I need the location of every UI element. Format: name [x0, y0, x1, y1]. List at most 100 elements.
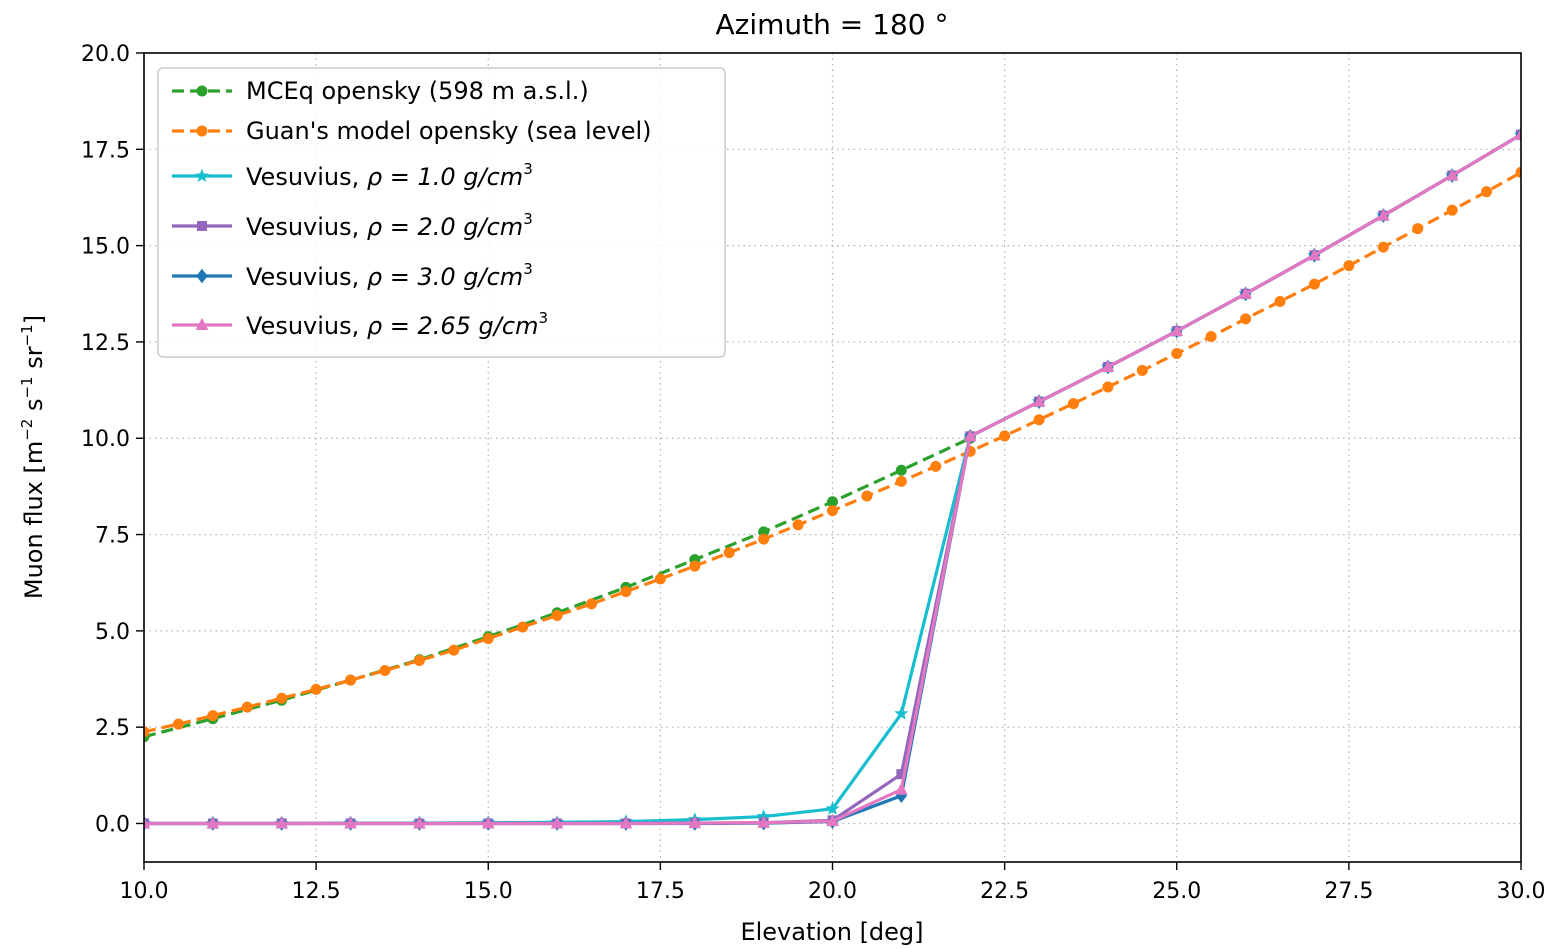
legend-label-rho-2: Vesuvius, ρ = 2.0 g/cm3 [246, 210, 533, 241]
data-point [963, 429, 977, 442]
data-point [482, 633, 494, 645]
data-point [999, 430, 1011, 442]
series-layer [144, 127, 1521, 831]
legend-label-rho-3: Vesuvius, ρ = 3.0 g/cm3 [246, 260, 533, 291]
data-point [1170, 324, 1184, 337]
y-tick-label: 12.5 [81, 331, 130, 356]
data-point [1481, 186, 1493, 198]
data-point [1136, 364, 1148, 376]
data-point [1033, 414, 1045, 426]
legend-label-mceq: MCEq opensky (598 m a.s.l.) [246, 77, 589, 105]
data-point [1376, 208, 1390, 221]
data-point [895, 464, 907, 476]
x-tick-label: 20.0 [808, 879, 857, 904]
data-point [1377, 241, 1389, 253]
x-tick-label: 30.0 [1497, 879, 1546, 904]
data-point [1308, 278, 1320, 290]
data-point [276, 692, 288, 704]
data-point [144, 816, 151, 829]
data-point [1515, 166, 1521, 178]
x-tick-label: 27.5 [1324, 879, 1373, 904]
data-point [345, 674, 357, 686]
series-5 [144, 127, 1521, 829]
data-point [1101, 359, 1115, 372]
data-point [379, 665, 391, 677]
data-point [894, 706, 909, 720]
legend-swatch-marker [195, 317, 209, 330]
data-point [825, 801, 840, 815]
y-tick-label: 20.0 [81, 42, 130, 67]
data-point [792, 519, 804, 531]
data-point [241, 701, 253, 713]
legend-swatch-marker [196, 268, 208, 284]
data-point [1102, 381, 1114, 393]
legend-swatch-marker [196, 125, 208, 137]
data-point [758, 533, 770, 545]
data-point [1274, 295, 1286, 307]
data-point [413, 816, 426, 829]
data-point [826, 814, 839, 827]
y-tick-label: 17.5 [81, 138, 130, 163]
data-point [1446, 204, 1458, 216]
data-point [1343, 260, 1355, 272]
data-point [757, 815, 770, 828]
data-point [895, 782, 908, 795]
y-tick-label: 2.5 [95, 716, 130, 741]
data-point [1412, 223, 1424, 235]
data-point [620, 586, 632, 598]
legend-label-rho-2-65: Vesuvius, ρ = 2.65 g/cm3 [246, 309, 548, 340]
legend-swatch-marker [194, 168, 210, 182]
data-point [1445, 168, 1459, 181]
x-tick-label: 10.0 [120, 879, 169, 904]
data-point [1067, 398, 1079, 410]
data-point [688, 816, 702, 829]
legend-swatch-marker [197, 221, 207, 231]
data-point [586, 598, 598, 610]
data-point [619, 816, 633, 829]
y-tick-label: 5.0 [95, 620, 130, 645]
y-tick-label: 0.0 [95, 812, 130, 837]
data-point [1240, 313, 1252, 325]
data-point [207, 710, 219, 722]
data-point [551, 609, 563, 621]
data-point [1514, 127, 1521, 140]
y-axis-label: Muon flux [m−2 s−1 sr−1] [18, 315, 48, 599]
legend-label-rho-1: Vesuvius, ρ = 1.0 g/cm3 [246, 160, 533, 191]
ticks: 10.0 12.5 15.0 17.5 20.0 22.5 25.0 27.5 30.0 0.0 2… [81, 42, 1545, 904]
data-point [481, 816, 495, 829]
data-point [517, 621, 529, 633]
data-point [1032, 394, 1046, 407]
legend-box [157, 67, 726, 358]
data-point [930, 460, 942, 472]
data-point [310, 683, 322, 695]
legend-label-guan: Guan's model opensky (sea level) [246, 117, 652, 145]
data-point [275, 816, 289, 829]
legend-swatches [172, 85, 232, 330]
x-tick-label: 15.0 [464, 879, 513, 904]
data-point [1308, 248, 1321, 261]
x-tick-label: 17.5 [636, 879, 685, 904]
data-point [206, 816, 220, 829]
data-point [1239, 286, 1252, 299]
data-point [861, 490, 873, 502]
data-point [689, 560, 701, 572]
data-point [723, 547, 735, 559]
x-axis-label: Elevation [deg] [740, 918, 923, 946]
y-tick-label: 15.0 [81, 235, 130, 260]
series-1 [144, 166, 1521, 738]
data-point [344, 816, 357, 829]
data-point [144, 726, 150, 738]
data-point [448, 644, 460, 656]
data-point [1205, 331, 1217, 343]
data-point [1171, 347, 1183, 359]
chart-title: Azimuth = 180 ° [716, 8, 949, 41]
y-tick-label: 10.0 [81, 427, 130, 452]
data-point [654, 573, 666, 585]
x-tick-label: 22.5 [980, 879, 1029, 904]
x-tick-label: 25.0 [1152, 879, 1201, 904]
legend-swatch-marker [196, 85, 208, 97]
data-point [895, 475, 907, 487]
x-tick-label: 12.5 [292, 879, 341, 904]
legend: MCEq opensky (598 m a.s.l.) Guan's model… [157, 67, 726, 358]
